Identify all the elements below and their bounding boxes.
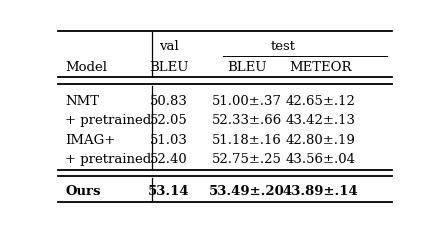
Text: 43.42±.13: 43.42±.13 [285,114,354,127]
Text: Ours: Ours [65,184,100,197]
Text: 53.14: 53.14 [148,184,189,197]
Text: NMT: NMT [65,94,99,107]
Text: Model: Model [65,61,107,74]
Text: 43.89±.14: 43.89±.14 [282,184,357,197]
Text: 51.18±.16: 51.18±.16 [212,133,281,146]
Text: val: val [159,40,178,52]
Text: + pretrained: + pretrained [65,152,151,165]
Text: 51.03: 51.03 [149,133,187,146]
Text: 42.80±.19: 42.80±.19 [285,133,354,146]
Text: 52.05: 52.05 [150,114,187,127]
Text: IMAG+: IMAG+ [65,133,115,146]
Text: 51.00±.37: 51.00±.37 [212,94,282,107]
Text: 53.49±.20: 53.49±.20 [209,184,284,197]
Text: 52.40: 52.40 [150,152,187,165]
Text: 42.65±.12: 42.65±.12 [285,94,354,107]
Text: + pretrained: + pretrained [65,114,151,127]
Text: BLEU: BLEU [227,61,266,74]
Text: 50.83: 50.83 [149,94,187,107]
Text: 43.56±.04: 43.56±.04 [285,152,354,165]
Text: METEOR: METEOR [288,61,351,74]
Text: 52.75±.25: 52.75±.25 [212,152,281,165]
Text: 52.33±.66: 52.33±.66 [212,114,282,127]
Text: test: test [270,40,295,52]
Text: BLEU: BLEU [149,61,188,74]
